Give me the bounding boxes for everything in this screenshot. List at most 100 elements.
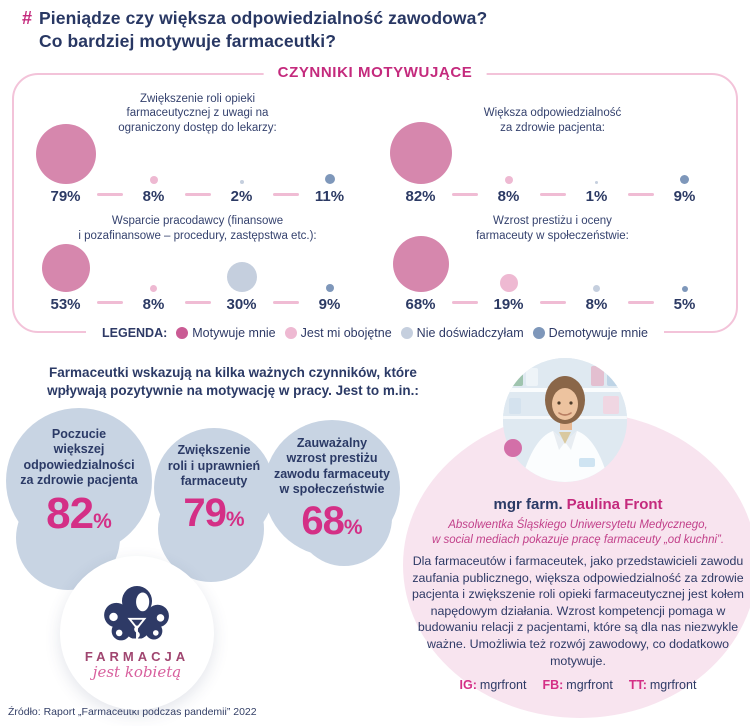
factor-label: Zwiększenie roli opieki farmaceutycznej … — [118, 85, 277, 135]
highlight-label: Zauważalny wzrost prestiżu zawodu farmac… — [274, 436, 390, 498]
highlight-label-line: odpowiedzialności — [23, 457, 135, 472]
dash-separator — [184, 301, 211, 304]
legend-dot-not-experienced — [400, 327, 413, 339]
highlight-label: Zwiększenie roli i uprawnień farmaceuty — [168, 443, 260, 490]
value-label: 9% — [318, 296, 341, 313]
factor-label-line: farmaceuty w społeczeństwie: — [476, 229, 629, 242]
facebook-icon: FB: — [542, 678, 564, 693]
value-label: 9% — [673, 188, 696, 205]
legend: LEGENDA: Motywuje mnie Jest mi obojętne … — [85, 326, 665, 340]
legend-item-motivates: Motywuje mnie — [176, 326, 276, 340]
social-tiktok[interactable]: TT: mgrfront — [629, 678, 697, 692]
value-not-experienced: 30% — [211, 262, 273, 313]
highlight-label-line: Zauważalny — [296, 435, 368, 450]
tiktok-icon: TT: — [628, 678, 647, 693]
bubble-not-experienced — [593, 285, 600, 292]
bubble-motivates — [35, 124, 96, 184]
percent-sign: % — [93, 509, 112, 533]
factor-label: Wzrost prestiżu i oceny farmaceuty w spo… — [476, 213, 629, 243]
legend-label: Nie doświadczyłam — [416, 326, 524, 340]
value-motivates: 79% — [35, 124, 97, 205]
profile-bio: Absolwentka Śląskiego Uniwersytetu Medyc… — [408, 518, 748, 548]
value-motivates: 53% — [35, 244, 97, 313]
bubble-not-experienced — [226, 262, 257, 292]
bubble-indifferent — [149, 176, 158, 184]
factor-values-row: 79% 8% 2% 11% — [35, 124, 361, 205]
highlight-label-line: wzrost prestiżu — [286, 451, 378, 465]
factor-label: Większa odpowiedzialność za zdrowie pacj… — [484, 85, 621, 135]
bubble-indifferent — [504, 176, 513, 184]
value-label: 79% — [50, 188, 81, 205]
page-header: # Pieniądze czy większa odpowiedzialność… — [22, 7, 487, 53]
social-facebook[interactable]: FB: mgrfront — [542, 678, 612, 692]
profile-name: mgr farm. Paulina Front — [408, 496, 748, 513]
value-label: 8% — [142, 296, 165, 313]
highlight-number: 68 — [301, 498, 344, 543]
highlight-value: 79% — [183, 493, 244, 533]
highlight-label-line: większej — [53, 442, 105, 456]
value-demotivates: 5% — [654, 286, 716, 313]
value-label: 68% — [405, 296, 436, 313]
highlight-bubble-79: Zwiększenie roli i uprawnień farmaceuty … — [154, 428, 274, 548]
legend-item-demotivates: Demotywuje mnie — [532, 326, 648, 340]
social-handle: mgrfront — [479, 678, 527, 693]
page-title: Pieniądze czy większa odpowiedzialność z… — [39, 7, 487, 53]
highlight-label-line: Poczucie — [51, 426, 107, 441]
factor-values-row: 82% 8% 1% 9% — [389, 122, 716, 205]
value-label: 82% — [405, 188, 436, 205]
percent-sign: % — [225, 507, 245, 531]
bubble-demotivates — [680, 175, 689, 184]
highlight-label-line: w społeczeństwie — [279, 482, 385, 496]
factor-label-line: i pozafinansowe – procedury, zastępstwa … — [78, 229, 317, 242]
hash-icon: # — [22, 8, 33, 28]
value-demotivates: 11% — [299, 174, 361, 205]
highlight-value: 82% — [46, 491, 112, 536]
brand-logo: FARMACJA jest kobietą — [60, 556, 214, 710]
legend-dot-motivates — [176, 327, 189, 339]
highlight-label-line: zawodu farmaceuty — [273, 466, 390, 481]
woman-pharmacy-logo-icon — [104, 585, 169, 641]
quadrants-grid: Zwiększenie roli opieki farmaceutycznej … — [20, 85, 730, 317]
highlight-value: 68% — [301, 501, 362, 541]
box-title: CZYNNIKI MOTYWUJĄCE — [263, 64, 487, 81]
dash-separator — [627, 301, 654, 304]
highlight-number: 79 — [183, 490, 226, 535]
value-label: 8% — [142, 188, 165, 205]
dash-separator — [539, 301, 566, 304]
pharmacist-photo — [503, 358, 627, 482]
factor-label-line: Większa odpowiedzialność — [483, 107, 622, 119]
bubble-not-experienced — [239, 180, 244, 184]
dash-separator — [272, 301, 299, 304]
value-not-experienced: 2% — [211, 180, 273, 205]
profile-block: mgr farm. Paulina Front Absolwentka Śląsk… — [408, 496, 748, 692]
value-demotivates: 9% — [299, 284, 361, 313]
bubble-indifferent — [150, 285, 157, 292]
value-indifferent: 19% — [478, 274, 540, 313]
dash-separator — [451, 301, 478, 304]
factor-label-line: Zwiększenie roli opieki — [139, 92, 256, 105]
value-not-experienced: 1% — [566, 181, 628, 205]
legend-label: Jest mi obojętne — [300, 326, 392, 340]
dash-separator — [272, 193, 299, 196]
social-instagram[interactable]: IG: mgrfront — [460, 678, 527, 692]
factor-quadrant-1: Zwiększenie roli opieki farmaceutycznej … — [20, 85, 375, 213]
highlight-bubble-82: Poczucie większej odpowiedzialności za z… — [6, 408, 152, 554]
legend-item-indifferent: Jest mi obojętne — [284, 326, 392, 340]
value-motivates: 68% — [390, 236, 452, 313]
highlight-label-line: roli i uprawnień — [167, 458, 261, 473]
value-indifferent: 8% — [478, 176, 540, 205]
highlight-label: Poczucie większej odpowiedzialności za z… — [20, 427, 137, 489]
bubble-motivates — [389, 122, 452, 184]
bubble-motivates — [41, 244, 90, 292]
source-note: Źródło: Raport „Farmaceutki podczas pand… — [8, 706, 257, 718]
value-motivates: 82% — [389, 122, 452, 205]
highlight-label-line: za zdrowie pacjenta — [20, 473, 138, 487]
value-label: 11% — [314, 188, 345, 205]
factor-values-row: 53% 8% 30% 9% — [35, 244, 361, 313]
factor-label-line: farmaceutycznej z uwagi na — [126, 107, 269, 119]
highlight-label-line: Zwiększenie — [177, 443, 251, 458]
legend-label: Motywuje mnie — [192, 326, 276, 340]
legend-title: LEGENDA: — [101, 326, 168, 340]
value-indifferent: 8% — [123, 176, 185, 205]
